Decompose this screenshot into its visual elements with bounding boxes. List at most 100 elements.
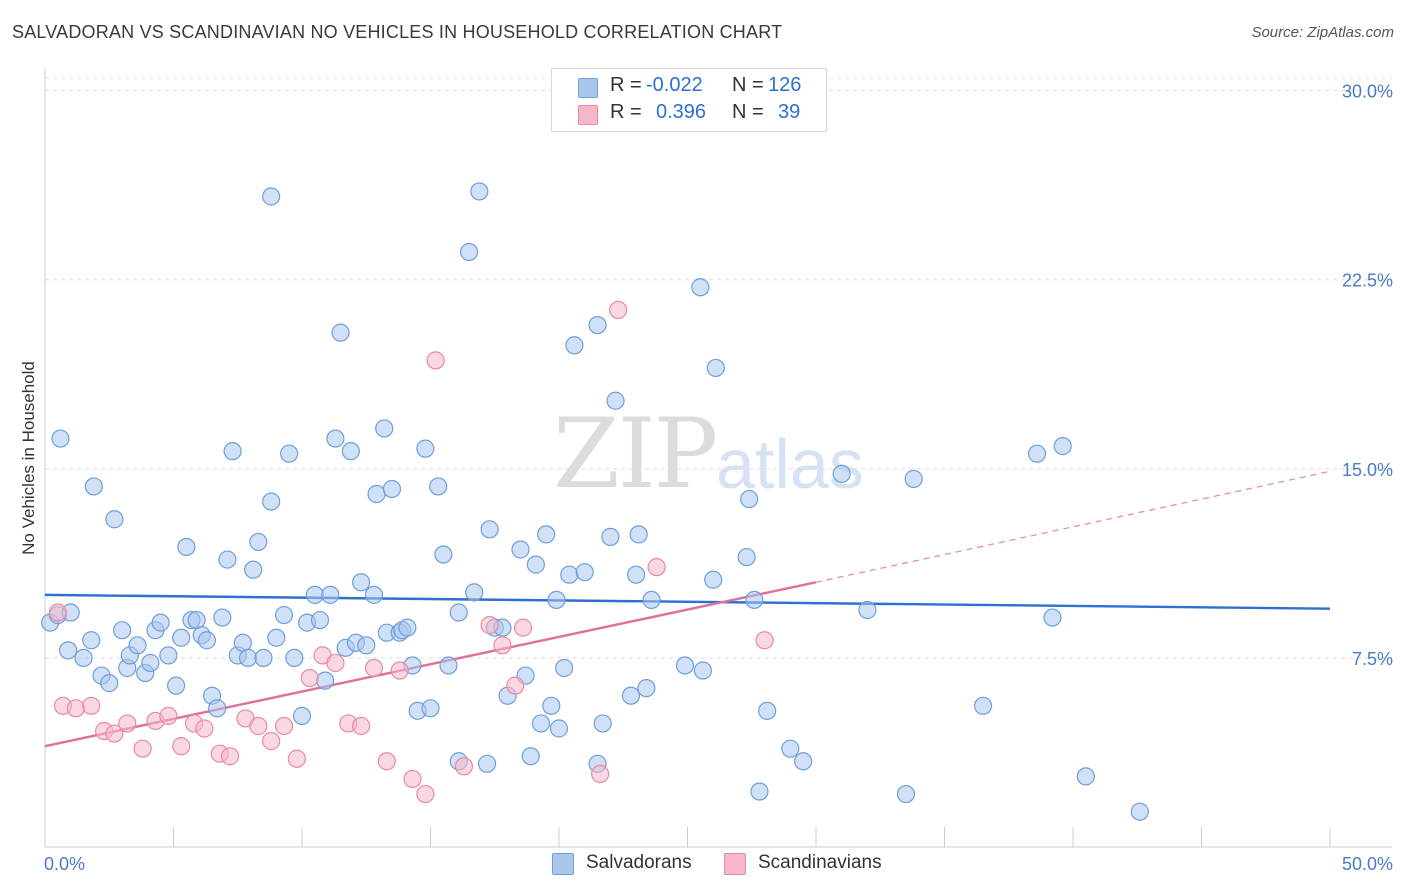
point-salvadorans <box>549 719 569 738</box>
point-scandinavians <box>66 699 85 718</box>
point-scandinavians <box>48 603 67 622</box>
x-tick-label: 50.0% <box>1342 854 1393 874</box>
point-salvadorans <box>305 585 324 604</box>
point-scandinavians <box>159 706 178 725</box>
point-salvadorans <box>233 633 252 652</box>
point-salvadorans <box>262 187 281 206</box>
point-scandinavians <box>506 676 525 695</box>
point-salvadorans <box>449 603 468 622</box>
point-salvadorans <box>321 585 340 604</box>
point-salvadorans <box>238 648 258 668</box>
point-salvadorans <box>547 590 566 610</box>
point-salvadorans <box>421 699 440 718</box>
legend-swatch-scandinavians <box>724 853 746 875</box>
legend-label-scandinavians: Scandinavians <box>758 852 882 873</box>
point-salvadorans <box>542 696 561 715</box>
point-salvadorans <box>621 686 641 705</box>
n-value: 39 <box>778 101 801 123</box>
trend-line-extension-scandinavians <box>815 470 1331 583</box>
point-salvadorans <box>832 464 851 483</box>
point-scandinavians <box>82 696 101 715</box>
point-salvadorans <box>100 674 119 693</box>
point-salvadorans <box>555 658 574 678</box>
point-salvadorans <box>758 701 777 720</box>
point-salvadorans <box>465 583 484 602</box>
point-salvadorans <box>382 479 402 499</box>
point-salvadorans <box>316 671 335 690</box>
legend-swatch-salvadorans <box>578 78 598 98</box>
point-salvadorans <box>537 525 556 544</box>
point-salvadorans <box>575 563 594 582</box>
x-tick-label: 0.0% <box>44 854 85 874</box>
point-salvadorans <box>267 628 286 647</box>
point-salvadorans <box>244 560 263 579</box>
point-salvadorans <box>177 537 196 557</box>
point-salvadorans <box>84 477 103 496</box>
point-salvadorans <box>310 610 330 630</box>
point-salvadorans <box>254 648 273 668</box>
point-scandinavians <box>390 661 409 680</box>
point-scandinavians <box>195 719 214 738</box>
point-salvadorans <box>218 550 237 569</box>
n-label: N = <box>732 101 764 123</box>
point-salvadorans <box>588 315 607 335</box>
point-salvadorans <box>858 600 877 620</box>
point-scandinavians <box>133 739 152 758</box>
point-salvadorans <box>249 532 268 552</box>
point-scandinavians <box>647 558 666 577</box>
point-salvadorans <box>434 545 453 564</box>
point-salvadorans <box>364 585 384 604</box>
point-salvadorans <box>675 656 695 675</box>
point-scandinavians <box>300 668 319 688</box>
point-salvadorans <box>737 547 756 567</box>
point-salvadorans <box>172 628 191 647</box>
point-salvadorans <box>262 492 281 511</box>
point-salvadorans <box>1076 767 1095 786</box>
point-scandinavians <box>172 737 191 756</box>
point-salvadorans <box>606 391 625 410</box>
point-salvadorans <box>459 242 479 262</box>
source-label: Source: ZipAtlas.com <box>1251 24 1394 41</box>
point-salvadorans <box>429 477 448 496</box>
point-salvadorans <box>59 641 78 660</box>
point-salvadorans <box>781 739 800 758</box>
point-salvadorans <box>439 656 458 675</box>
point-scandinavians <box>454 757 474 776</box>
point-salvadorans <box>511 540 530 559</box>
n-value: 126 <box>768 74 802 96</box>
point-salvadorans <box>1053 437 1072 456</box>
point-salvadorans <box>896 784 916 804</box>
point-salvadorans <box>208 699 227 718</box>
point-salvadorans <box>565 336 584 355</box>
y-tick-label: 7.5% <box>1352 649 1393 669</box>
n-label: N = <box>732 74 764 96</box>
point-salvadorans <box>223 442 242 461</box>
point-salvadorans <box>740 489 759 509</box>
point-salvadorans <box>292 706 312 725</box>
point-salvadorans <box>285 648 304 668</box>
point-salvadorans <box>1130 802 1149 821</box>
point-scandinavians <box>105 724 124 743</box>
point-salvadorans <box>357 636 376 655</box>
point-salvadorans <box>213 608 232 627</box>
point-salvadorans <box>274 605 294 625</box>
trend-lines <box>44 470 1331 748</box>
point-salvadorans <box>480 520 499 539</box>
y-tick-label: 30.0% <box>1342 82 1393 102</box>
legend-row-salvadorans: R = -0.022 N = 126 <box>552 74 826 100</box>
y-tick-label: 15.0% <box>1342 460 1393 480</box>
legend-swatch-salvadorans <box>552 853 574 875</box>
point-scandinavians <box>426 351 445 370</box>
point-scandinavians <box>416 784 435 804</box>
data-points <box>41 182 1149 821</box>
chart-title: SALVADORAN VS SCANDINAVIAN NO VEHICLES I… <box>12 22 783 42</box>
point-salvadorans <box>331 323 350 342</box>
point-salvadorans <box>593 714 612 733</box>
r-value: -0.022 <box>646 74 703 96</box>
point-salvadorans <box>1043 608 1062 627</box>
point-salvadorans <box>794 752 813 771</box>
y-axis-label: No Vehicles in Household <box>19 361 38 555</box>
point-salvadorans <box>398 618 417 637</box>
stats-legend: R = -0.022 N = 126 R = 0.396 N = 39 <box>551 68 827 132</box>
